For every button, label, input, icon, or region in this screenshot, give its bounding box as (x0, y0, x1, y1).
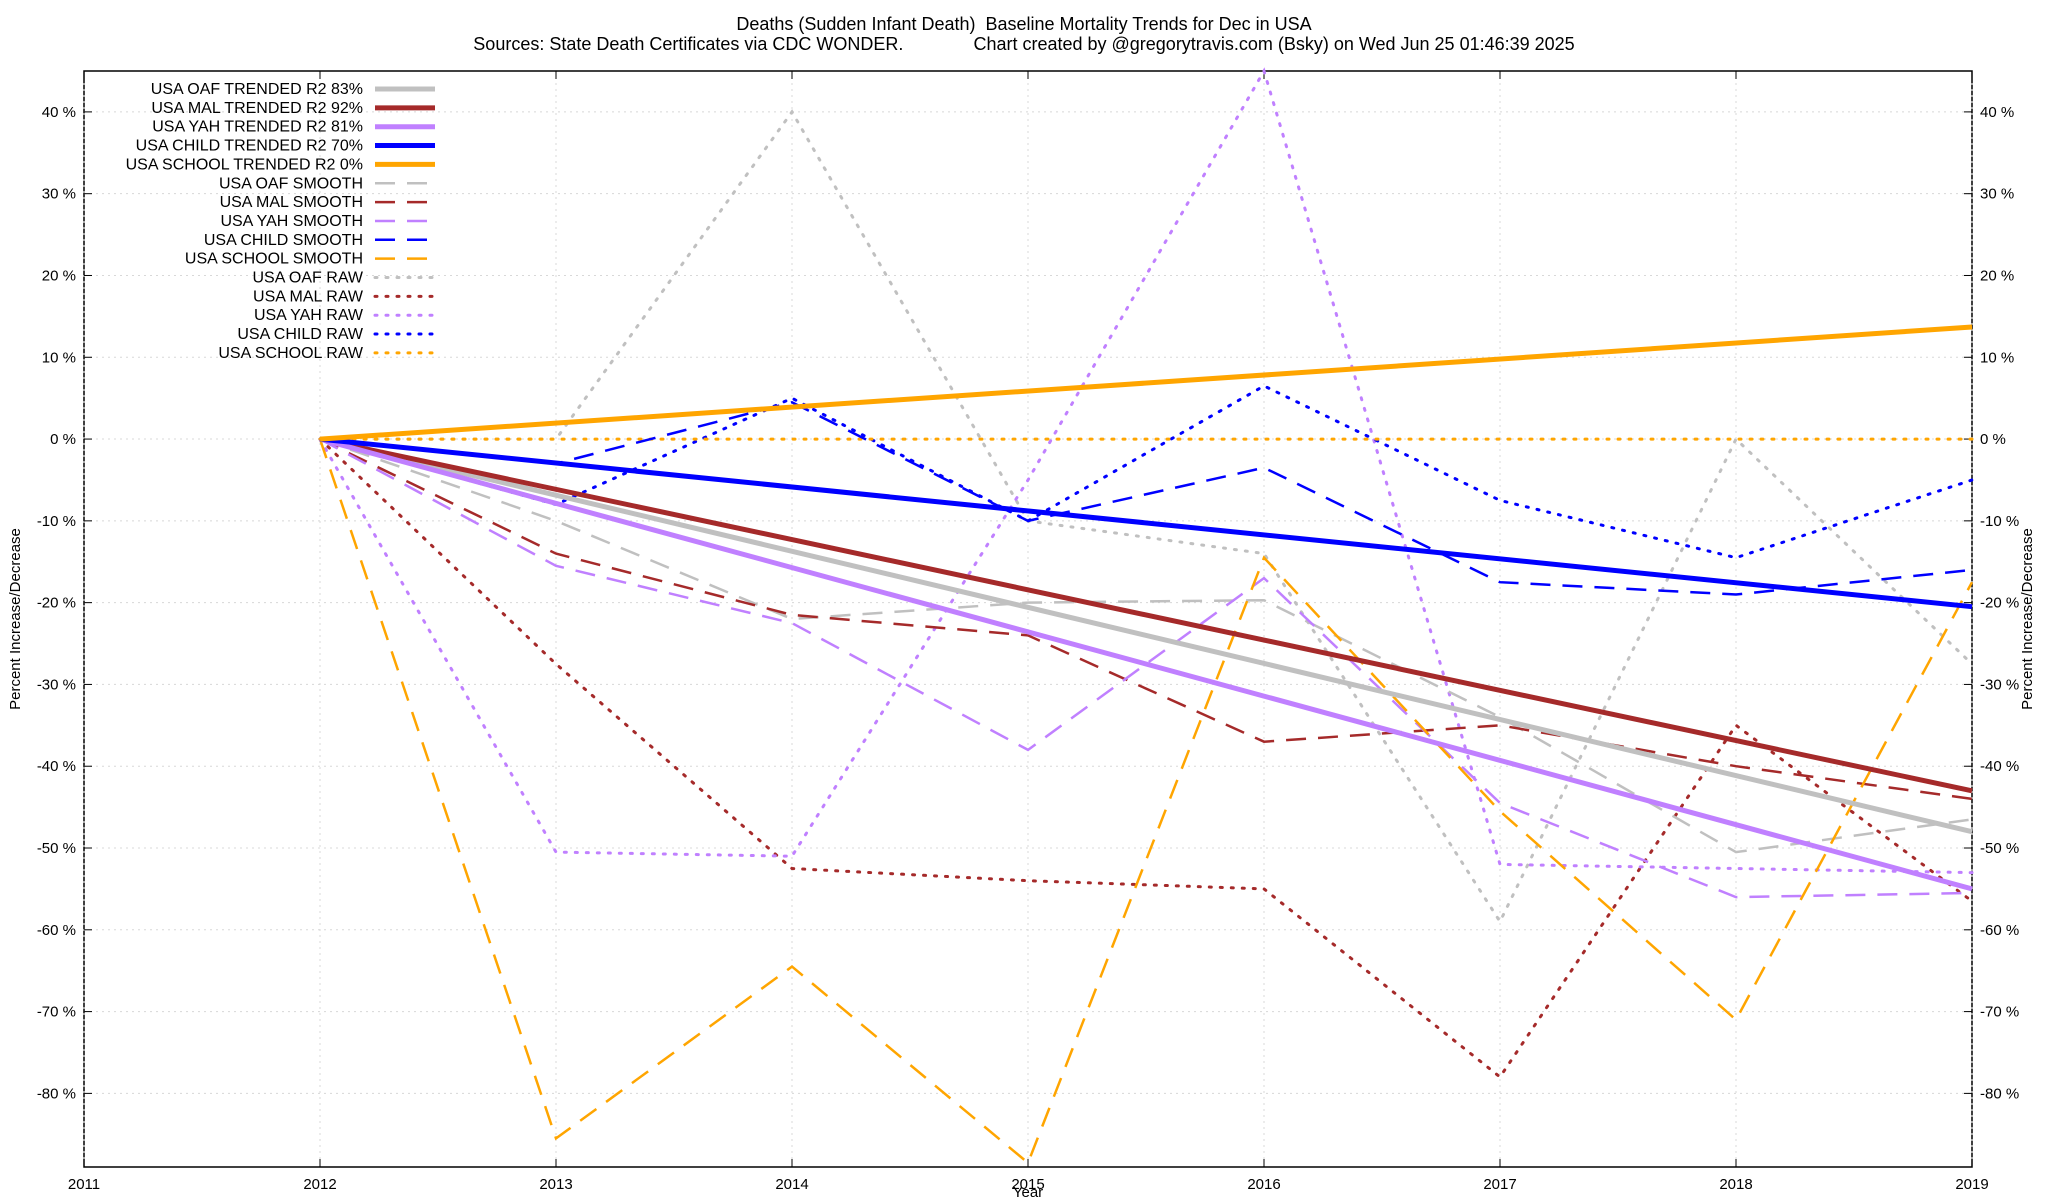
series-line-school-solid (319, 324, 1973, 442)
series-line-mal-dash (319, 437, 1973, 801)
y-tick-label: -70 % (37, 1004, 76, 1021)
y2-tick-label: 20 % (1980, 267, 2014, 284)
y-tick-label: -60 % (37, 922, 76, 939)
y2-tick-label: 0 % (1980, 431, 2006, 448)
y-tick-label: 20 % (42, 267, 76, 284)
series-line-child-dot (318, 384, 1974, 560)
x-tick-label: 2014 (775, 1176, 808, 1193)
x-tick-label: 2019 (1955, 1176, 1988, 1193)
y-tick-label: -20 % (37, 595, 76, 612)
x-tick-label: 2015 (1011, 1176, 1044, 1193)
axes: 2011 2012 2013 2014 2015 2016 2017 2018 2019 40 %… (37, 71, 2019, 1193)
y2-tick-label: 30 % (1980, 186, 2014, 203)
series-line-mal-dot (318, 437, 1974, 1080)
series-line-oaf-solid (319, 436, 1973, 835)
y2-tick-label: -70 % (1980, 1004, 2019, 1021)
y-tick-label: 10 % (42, 349, 76, 366)
legend-label: USA MAL SMOOTH (220, 194, 363, 211)
y-tick-label: 40 % (42, 104, 76, 121)
x-tick-label: 2013 (539, 1176, 572, 1193)
x-tick-label: 2017 (1483, 1176, 1516, 1193)
chart-subtitle: Sources: State Death Certificates via CD… (473, 34, 1575, 54)
y2-tick-label: -10 % (1980, 513, 2019, 530)
x-tick-label: 2012 (303, 1176, 336, 1193)
series-line-mal-solid (319, 436, 1973, 794)
legend-label: USA MAL TRENDED R2 92% (151, 100, 363, 117)
y-tick-label: -30 % (37, 676, 76, 693)
legend-label: USA YAH SMOOTH (220, 213, 363, 230)
y-axis-label: Percent Increase/Decrease (7, 528, 24, 710)
y-tick-label: -10 % (37, 513, 76, 530)
y2-tick-label: -30 % (1980, 676, 2019, 693)
series-line-oaf-dot (318, 109, 1974, 925)
series-line-yah-dash (319, 437, 1973, 899)
legend: USA OAF TRENDED R2 83% USA MAL TRENDED R2… (126, 81, 437, 362)
series-line-oaf-dash (319, 437, 1973, 854)
x-tick-label: 2011 (68, 1176, 100, 1193)
legend-label: USA SCHOOL TRENDED R2 0% (126, 156, 363, 173)
y-tick-label: 0 % (50, 431, 76, 448)
chart-title: Deaths (Sudden Infant Death) Baseline Mo… (736, 14, 1312, 34)
legend-label: USA SCHOOL SMOOTH (185, 251, 363, 268)
y2-tick-label: -40 % (1980, 758, 2019, 775)
y2-tick-label: -80 % (1980, 1085, 2019, 1102)
y-tick-label: -40 % (37, 758, 76, 775)
legend-label: USA SCHOOL RAW (218, 345, 364, 362)
y2-axis-label: Percent Increase/Decrease (2019, 528, 2036, 710)
y2-tick-label: -50 % (1980, 840, 2019, 857)
legend-label: USA MAL RAW (253, 288, 364, 305)
legend-label: USA OAF RAW (252, 270, 363, 287)
y2-tick-label: 10 % (1980, 349, 2014, 366)
x-axis-label: Year (1013, 1184, 1043, 1200)
grid (83, 71, 1973, 1167)
legend-label: USA OAF SMOOTH (219, 175, 363, 192)
x-tick-label: 2018 (1719, 1176, 1752, 1193)
y-tick-label: -80 % (37, 1085, 76, 1102)
series-line-child-dash (319, 400, 1973, 596)
y-tick-label: -50 % (37, 840, 76, 857)
legend-label: USA CHILD SMOOTH (204, 232, 363, 249)
legend-label: USA CHILD TRENDED R2 70% (136, 138, 363, 155)
legend-label: USA YAH TRENDED R2 81% (152, 119, 363, 136)
legend-label: USA OAF TRENDED R2 83% (151, 81, 363, 98)
y-tick-label: 30 % (42, 186, 76, 203)
y2-tick-label: -60 % (1980, 922, 2019, 939)
legend-label: USA CHILD RAW (237, 326, 364, 343)
series-line-school-dash (318, 438, 1974, 1165)
y2-tick-label: 40 % (1980, 104, 2014, 121)
series-line-yah-dot (318, 67, 1974, 875)
series-line-yah-solid (319, 436, 1973, 892)
x-tick-label: 2016 (1247, 1176, 1280, 1193)
legend-label: USA YAH RAW (254, 307, 364, 324)
series-group (318, 67, 1974, 1165)
y2-tick-label: -20 % (1980, 595, 2019, 612)
series-line-child-solid (319, 436, 1973, 610)
